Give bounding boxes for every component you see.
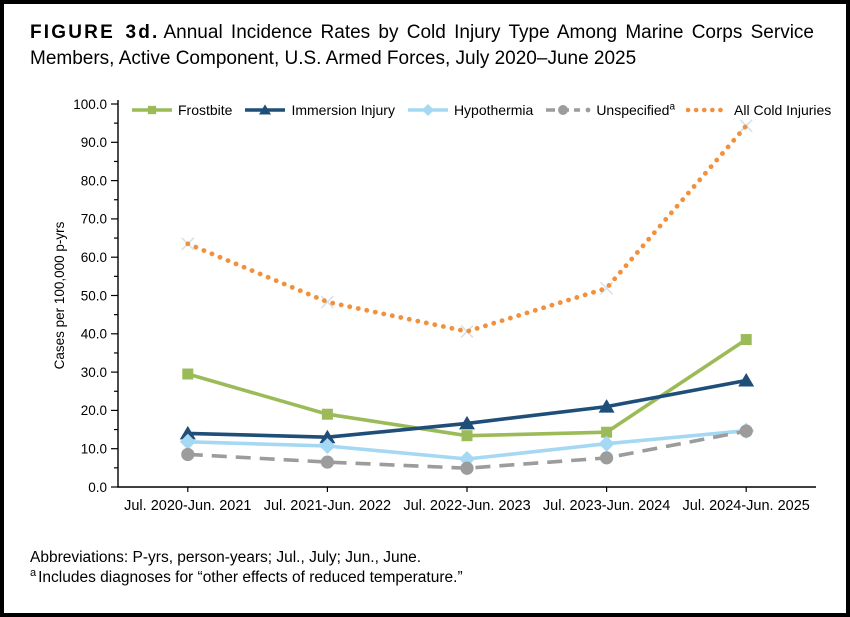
chart-legend: Frostbite Immersion Injury Hypothermia U…: [130, 102, 831, 118]
immersion-injury-line-sample-icon: [245, 104, 286, 115]
svg-text:Jul. 2020-Jun. 2021: Jul. 2020-Jun. 2021: [124, 498, 251, 514]
svg-text:70.0: 70.0: [81, 212, 107, 227]
figure-title: FIGURE 3d. Annual Incidence Rates by Cold…: [30, 20, 814, 72]
line-chart: 0.0 10.0 20.0 30.0 40.0 50.0 60.0 70.0 80.0 90.0 1…: [52, 97, 816, 514]
legend-item-unspecified: Unspecifieda: [544, 102, 675, 118]
svg-text:0.0: 0.0: [88, 480, 107, 495]
svg-text:100.0: 100.0: [73, 97, 107, 112]
legend-item-frostbite: Frostbite: [130, 102, 232, 118]
legend-item-hypothermia: Hypothermia: [406, 102, 533, 118]
legend-label-immersion-injury: Immersion Injury: [291, 102, 395, 118]
legend-label-unspecified: Unspecifieda: [596, 101, 676, 118]
legend-label-all-cold-injuries: All Cold Injuries: [734, 102, 832, 118]
svg-text:40.0: 40.0: [81, 327, 107, 342]
footnote-a-text: Includes diagnoses for “other effects of…: [38, 569, 463, 586]
unspecified-footnote-marker: a: [669, 101, 676, 113]
svg-text:80.0: 80.0: [81, 173, 107, 188]
legend-label-hypothermia: Hypothermia: [453, 102, 534, 118]
svg-text:20.0: 20.0: [81, 403, 107, 418]
svg-text:Jul. 2023-Jun. 2024: Jul. 2023-Jun. 2024: [543, 498, 670, 514]
svg-text:10.0: 10.0: [81, 442, 107, 457]
figure-footnotes: Abbreviations: P-yrs, person-years; Jul.…: [30, 548, 463, 588]
frostbite-line-sample-icon: [132, 105, 172, 115]
svg-text:Jul. 2024-Jun. 2025: Jul. 2024-Jun. 2025: [683, 498, 810, 514]
unspecified-line-sample-icon: [546, 105, 591, 115]
figure-label: FIGURE 3d.: [30, 22, 160, 43]
svg-text:Jul. 2022-Jun. 2023: Jul. 2022-Jun. 2023: [403, 498, 530, 514]
all-cold-injuries-line-sample-icon: [686, 107, 731, 113]
hypothermia-line-sample-icon: [407, 104, 448, 116]
legend-item-immersion-injury: Immersion Injury: [243, 102, 395, 118]
footnote-a-marker: a: [30, 566, 37, 579]
figure-title-text: Annual Incidence Rates by Cold Injury Ty…: [30, 22, 814, 69]
legend-label-frostbite: Frostbite: [178, 102, 233, 118]
legend-item-all-cold-injuries: All Cold Injuries: [686, 102, 831, 118]
svg-text:Cases per 100,000 p-yrs: Cases per 100,000 p-yrs: [52, 221, 67, 369]
svg-text:30.0: 30.0: [81, 365, 107, 380]
svg-text:Jul. 2021-Jun. 2022: Jul. 2021-Jun. 2022: [264, 498, 391, 514]
footnote-a: a Includes diagnoses for “other effects o…: [30, 566, 463, 588]
abbreviations-note: Abbreviations: P-yrs, person-years; Jul.…: [30, 549, 422, 566]
svg-text:60.0: 60.0: [81, 250, 107, 265]
svg-text:90.0: 90.0: [81, 135, 107, 150]
svg-text:50.0: 50.0: [81, 288, 107, 303]
